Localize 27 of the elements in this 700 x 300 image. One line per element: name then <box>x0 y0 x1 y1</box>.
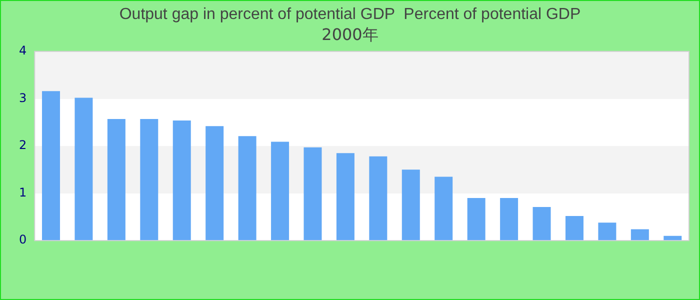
bar <box>664 236 682 240</box>
y-tick-label: 1 <box>18 185 27 200</box>
chart-title: Output gap in percent of potential GDP Percent of potential GDP <box>119 6 581 24</box>
bar <box>467 198 486 240</box>
bar <box>402 170 420 240</box>
bar <box>369 156 388 240</box>
bar <box>107 119 126 240</box>
bar <box>500 198 518 240</box>
bar <box>532 207 551 240</box>
chart-subtitle: 2000年 <box>322 24 378 44</box>
y-tick-label: 3 <box>18 90 27 105</box>
bar <box>74 98 93 240</box>
bar <box>206 126 224 240</box>
y-tick-label: 2 <box>18 138 27 152</box>
bar <box>172 120 191 240</box>
bar <box>238 136 256 240</box>
bar <box>565 216 584 240</box>
bar <box>271 142 290 240</box>
y-tick-label: 4 <box>18 44 27 58</box>
bar <box>140 119 158 240</box>
bar <box>434 176 453 240</box>
bar <box>630 229 649 240</box>
bar <box>598 222 616 240</box>
bar <box>304 147 322 240</box>
bar <box>42 91 60 240</box>
y-tick-label: 0 <box>18 232 27 247</box>
bar <box>336 153 354 240</box>
